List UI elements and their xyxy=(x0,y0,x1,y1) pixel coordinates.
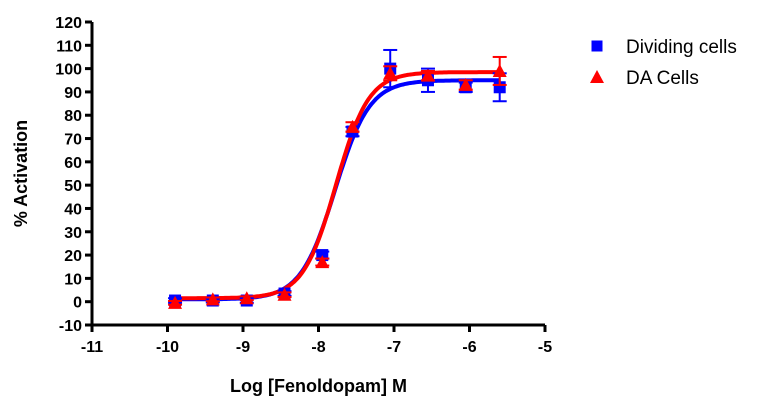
data-point-triangle xyxy=(205,292,220,306)
y-axis-title: % Activation xyxy=(11,120,31,227)
x-tick-label: -10 xyxy=(156,339,179,356)
y-tick-label: 20 xyxy=(64,248,82,265)
x-axis: -11 -10 -9 -8 -7 -6 -5 xyxy=(81,323,552,356)
legend-marker-triangle xyxy=(590,70,604,83)
data-point-triangle xyxy=(345,119,360,133)
y-tick-label: 40 xyxy=(64,201,82,218)
y-tick-label: 10 xyxy=(64,271,82,288)
fit-curve-1 xyxy=(175,70,500,301)
y-tick-label: 100 xyxy=(55,62,82,79)
y-tick-label: 60 xyxy=(64,155,82,172)
x-tick-label: -5 xyxy=(538,339,552,356)
x-tick-label: -8 xyxy=(311,339,325,356)
data-point-triangle xyxy=(492,63,507,77)
data-point-triangle xyxy=(277,287,292,301)
x-tick-label: -11 xyxy=(81,339,103,356)
y-axis: -10 0 10 20 30 40 50 60 70 80 90 100 110 120 xyxy=(55,15,94,335)
data-point-triangle xyxy=(383,66,398,80)
x-tick-label: -9 xyxy=(236,339,250,356)
y-tick-label: 80 xyxy=(64,108,82,125)
data-point-triangle xyxy=(315,255,330,269)
x-axis-title: Log [Fenoldopam] M xyxy=(230,376,407,396)
y-tick-label: 30 xyxy=(64,225,82,242)
legend-marker-square xyxy=(591,40,603,52)
x-tick-label: -7 xyxy=(387,339,401,356)
legend-label: Dividing cells xyxy=(626,37,737,58)
fit-curves xyxy=(175,70,500,302)
data-point-triangle xyxy=(458,77,473,91)
data-points xyxy=(168,48,507,309)
fit-curve-0 xyxy=(175,78,500,302)
y-tick-label: 50 xyxy=(64,178,82,195)
y-tick-label: 70 xyxy=(64,132,82,149)
data-point-triangle xyxy=(168,295,183,309)
y-tick-label: 110 xyxy=(56,38,82,55)
y-tick-label: 0 xyxy=(73,295,82,312)
y-tick-label: -10 xyxy=(59,318,82,335)
legend: Dividing cells DA Cells xyxy=(590,37,737,89)
y-tick-label: 120 xyxy=(55,15,82,32)
y-tick-label: 90 xyxy=(64,85,82,102)
data-point-triangle xyxy=(420,68,435,82)
legend-label: DA Cells xyxy=(626,68,699,89)
x-tick-label: -6 xyxy=(462,339,476,356)
data-point-triangle xyxy=(239,291,254,305)
